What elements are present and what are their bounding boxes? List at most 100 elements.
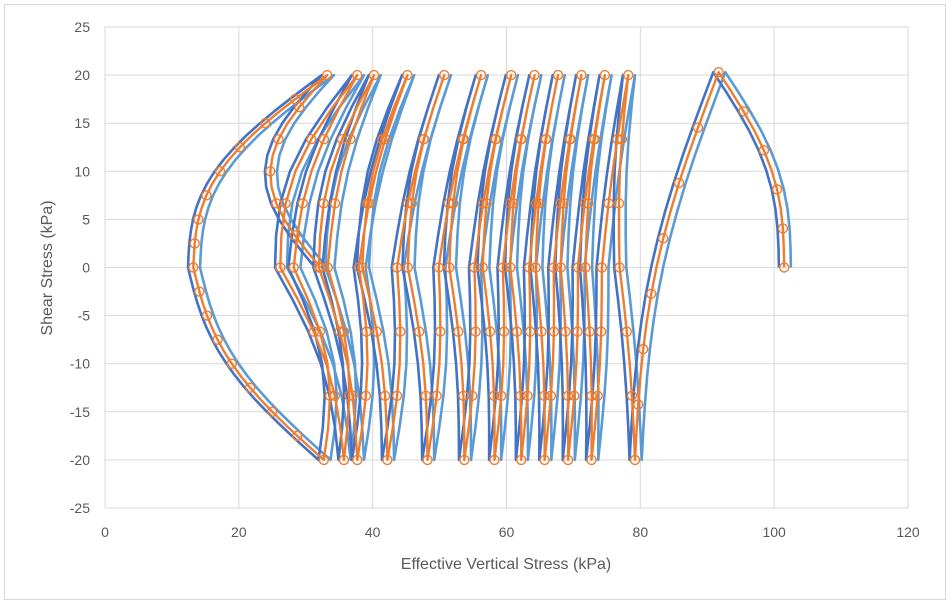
data-point bbox=[334, 326, 345, 337]
data-point bbox=[522, 390, 533, 401]
data-point bbox=[497, 262, 509, 273]
data-point bbox=[614, 262, 625, 273]
data-point bbox=[318, 134, 330, 145]
data-point bbox=[629, 454, 641, 466]
data-point bbox=[395, 326, 406, 337]
data-point bbox=[658, 233, 669, 244]
data-point bbox=[294, 101, 305, 113]
data-point bbox=[273, 134, 284, 145]
data-point bbox=[540, 134, 552, 145]
data-point bbox=[586, 454, 597, 466]
data-point bbox=[508, 198, 519, 209]
data-point bbox=[613, 198, 625, 209]
data-point bbox=[361, 326, 372, 337]
data-point bbox=[414, 326, 425, 337]
data-point bbox=[402, 262, 413, 273]
data-point bbox=[470, 326, 481, 337]
data-point bbox=[481, 198, 492, 209]
data-point bbox=[347, 390, 358, 401]
data-point bbox=[490, 134, 502, 145]
data-point bbox=[420, 390, 432, 401]
data-point bbox=[637, 343, 649, 355]
data-point bbox=[516, 454, 527, 466]
data-point bbox=[558, 198, 569, 209]
data-point bbox=[572, 326, 583, 337]
data-point bbox=[275, 262, 286, 273]
data-point bbox=[360, 390, 372, 401]
data-point bbox=[548, 326, 560, 337]
data-point bbox=[584, 326, 595, 337]
data-point bbox=[318, 454, 330, 466]
data-point bbox=[524, 262, 535, 273]
data-point bbox=[692, 122, 704, 133]
data-point bbox=[189, 238, 200, 249]
data-point bbox=[368, 69, 380, 81]
data-point bbox=[562, 454, 574, 466]
data-point bbox=[777, 223, 789, 234]
data-point bbox=[771, 184, 783, 195]
data-point bbox=[459, 454, 470, 466]
y-tick-label: 15 bbox=[74, 115, 90, 131]
tick-labels: 0 20 40 60 80 100 120 -25 -20 -15 -10 -5 0 5 10 15 20 25 bbox=[70, 19, 920, 540]
data-point bbox=[433, 262, 444, 273]
data-point bbox=[314, 326, 326, 337]
data-point bbox=[352, 454, 363, 466]
data-point bbox=[297, 198, 308, 209]
y-tick-label: -5 bbox=[78, 308, 91, 324]
data-point bbox=[779, 262, 790, 273]
data-point bbox=[626, 390, 638, 401]
data-point bbox=[552, 69, 564, 81]
data-point bbox=[353, 262, 365, 273]
y-tick-label: 5 bbox=[82, 211, 90, 227]
data-point bbox=[484, 326, 496, 337]
y-tick-label: -15 bbox=[70, 404, 90, 420]
data-point bbox=[193, 214, 204, 225]
data-point bbox=[536, 326, 547, 337]
data-point bbox=[318, 198, 329, 209]
data-point bbox=[391, 390, 403, 401]
data-point bbox=[545, 390, 557, 401]
data-point bbox=[306, 134, 317, 145]
data-point bbox=[530, 262, 541, 273]
data-point bbox=[603, 198, 614, 209]
data-point bbox=[336, 134, 348, 145]
data-point bbox=[511, 326, 523, 337]
y-tick-label: -20 bbox=[70, 452, 90, 468]
x-tick-label: 60 bbox=[499, 524, 515, 540]
data-point bbox=[453, 326, 464, 337]
data-point bbox=[592, 390, 603, 401]
data-point bbox=[226, 358, 238, 369]
y-tick-label: 20 bbox=[74, 67, 90, 83]
data-point bbox=[244, 382, 256, 393]
data-point bbox=[289, 93, 301, 105]
data-point bbox=[234, 142, 246, 153]
x-tick-label: 40 bbox=[365, 524, 381, 540]
data-point bbox=[623, 69, 634, 81]
y-tick-label: 10 bbox=[74, 163, 90, 179]
data-point bbox=[382, 454, 393, 466]
data-point bbox=[621, 326, 633, 337]
data-point bbox=[633, 399, 644, 410]
data-point bbox=[586, 390, 597, 401]
data-point bbox=[477, 262, 488, 273]
data-point bbox=[308, 326, 319, 337]
data-point bbox=[431, 390, 442, 401]
data-point bbox=[321, 69, 333, 81]
data-point bbox=[589, 134, 600, 145]
data-point bbox=[599, 69, 611, 81]
y-tick-label: -25 bbox=[70, 500, 90, 516]
x-tick-label: 0 bbox=[101, 524, 109, 540]
data-point bbox=[488, 390, 500, 401]
data-point bbox=[444, 262, 455, 273]
data-point bbox=[371, 326, 382, 337]
data-point bbox=[477, 198, 489, 209]
data-point bbox=[758, 145, 770, 156]
data-point bbox=[188, 262, 199, 273]
data-point bbox=[539, 454, 550, 466]
data-point bbox=[194, 286, 205, 297]
data-point bbox=[260, 117, 271, 129]
data-point bbox=[313, 262, 324, 273]
data-point bbox=[612, 134, 623, 145]
data-point bbox=[562, 390, 574, 401]
